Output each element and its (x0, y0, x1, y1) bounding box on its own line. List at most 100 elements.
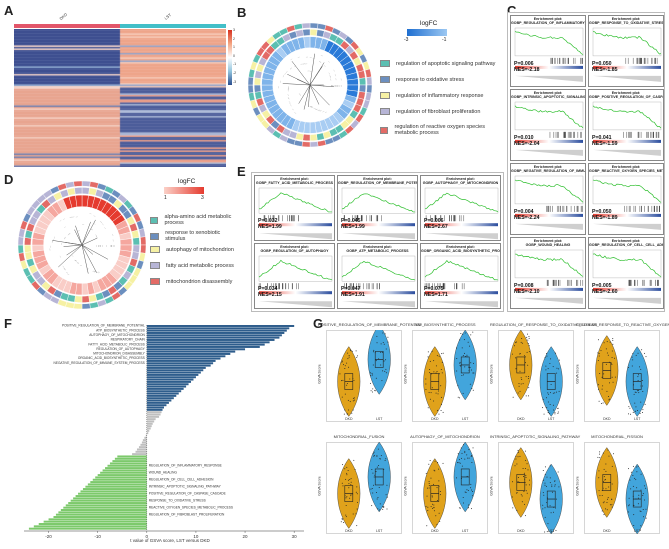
violin-point (350, 484, 352, 486)
violin-point (350, 478, 352, 480)
violin-frame (412, 442, 488, 534)
violin-point (346, 472, 348, 474)
gsva-bar (146, 387, 184, 390)
violin-point (552, 409, 554, 411)
gsea-plot-title: Enrichment plot: GOBP_RESPONSE_TO_OXIDATI… (589, 17, 663, 25)
violin-point (552, 530, 554, 532)
violin-point (465, 491, 467, 493)
violin-point (558, 486, 560, 488)
violin-point (425, 389, 427, 391)
violin-point (457, 453, 459, 455)
violin-point (644, 352, 646, 354)
violin-point (549, 362, 551, 364)
violin-point (381, 380, 383, 382)
dendrogram-arc (52, 215, 112, 275)
gsea-plot-graphic (341, 255, 416, 308)
d-legend-label: fatty acid metabolic process (166, 262, 234, 269)
violin-point (550, 358, 552, 360)
violin-point (635, 410, 637, 412)
gsea-plot-geneset: GOBP_REGULATION_OF_CELL_CELL_ADHESION (589, 243, 664, 248)
violin-point (464, 366, 466, 368)
gsva-bar (138, 446, 147, 449)
violin-point (528, 378, 530, 380)
violin-point (546, 355, 548, 357)
heatmap-panel: DKD LST 3 2 1 0 -1 -2 -3 (14, 8, 236, 168)
violin-point (608, 486, 610, 488)
violin-point (373, 451, 375, 453)
violin-point (380, 351, 382, 353)
violin-point (344, 365, 346, 367)
gsea-plot: Enrichment plot: GOBP_NEGATIVE_REGULATION… (510, 163, 586, 235)
violin-point (610, 362, 612, 364)
violin-point (353, 379, 355, 381)
logfc-segment (303, 36, 311, 49)
violin-point (597, 456, 599, 458)
gsea-plot-title: Enrichment plot: GOBP_REACTIVE_OXYGEN_SPE… (589, 165, 663, 173)
logfc-title-b: logFC (420, 20, 438, 27)
violin-point (637, 390, 639, 392)
violin-point (441, 353, 443, 355)
violin-point (520, 383, 522, 385)
violin-point (632, 485, 634, 487)
gsea-p-value: P=0.008 (514, 283, 534, 290)
d-legend-item: autophagy of mitochondrion (150, 246, 235, 253)
violin-graphic: DKD LST (412, 442, 488, 534)
violin-ylabel: GSVA Score (489, 364, 494, 384)
gsva-bar (78, 492, 147, 495)
violin-point (525, 459, 527, 461)
gsva-bar (85, 485, 147, 488)
violin-point (436, 487, 438, 489)
gsea-plot: Enrichment plot: GOBP_AUTOPHAGY_OF_MITOCH… (420, 175, 501, 241)
violin-point (456, 462, 458, 464)
dendrogram-arc (53, 216, 111, 274)
violin-point (607, 354, 609, 356)
gsea-nes: NES=-1.89 (592, 215, 618, 222)
gsva-bar (146, 390, 182, 393)
gsva-bar (146, 404, 167, 407)
violin-point (598, 400, 600, 402)
outer-category-segment (364, 92, 372, 102)
violin-ylabel: GSVA Score (403, 476, 408, 496)
gsea-stat: P=0.008 NES=-2.10 (514, 283, 540, 295)
violin-point (556, 391, 558, 393)
violin-point (468, 504, 470, 506)
violin-point (598, 477, 600, 479)
gsea-es-frame (514, 249, 584, 279)
violin-point (377, 508, 379, 510)
violin-point (524, 362, 526, 364)
violin-point (382, 370, 384, 372)
violin-point (629, 407, 631, 409)
gsva-bar (65, 504, 147, 507)
violin-plot: MITOCHONDRIAL_FUSION GSVA Score DKD LST (318, 434, 402, 542)
violin-point (611, 465, 613, 467)
violin-point (426, 487, 428, 489)
gsea-es-curve (424, 192, 499, 213)
gsea-plot: Enrichment plot: GOBP_RESPONSE_TO_OXIDATI… (588, 15, 664, 87)
violin-point (639, 529, 641, 531)
violin-point (370, 375, 372, 377)
gsva-bar (146, 341, 270, 344)
gsva-bar (92, 478, 147, 481)
violin-point (470, 483, 472, 485)
violin-point (640, 401, 642, 403)
gsva-bar (142, 439, 147, 442)
violin-point (607, 395, 609, 397)
gsea-es-curve (592, 31, 662, 55)
violin-point (353, 399, 355, 401)
gsea-rank-gradient (593, 65, 661, 69)
violin-point (345, 497, 347, 499)
violin-point (438, 468, 440, 470)
violin-point (470, 362, 472, 364)
dendrogram-branch (81, 219, 96, 246)
violin-point (470, 334, 472, 336)
violin-point (432, 483, 434, 485)
violin-point (461, 452, 463, 454)
gsea-es-curve (592, 179, 662, 203)
violin-point (349, 349, 351, 351)
gsea-rank-metric (515, 223, 583, 230)
dendrogram-arc (49, 212, 115, 278)
gsva-bar (146, 399, 172, 402)
gsva-bar (33, 525, 147, 528)
violin-point (523, 472, 525, 474)
violin-graphic: DKD LST (584, 330, 660, 422)
